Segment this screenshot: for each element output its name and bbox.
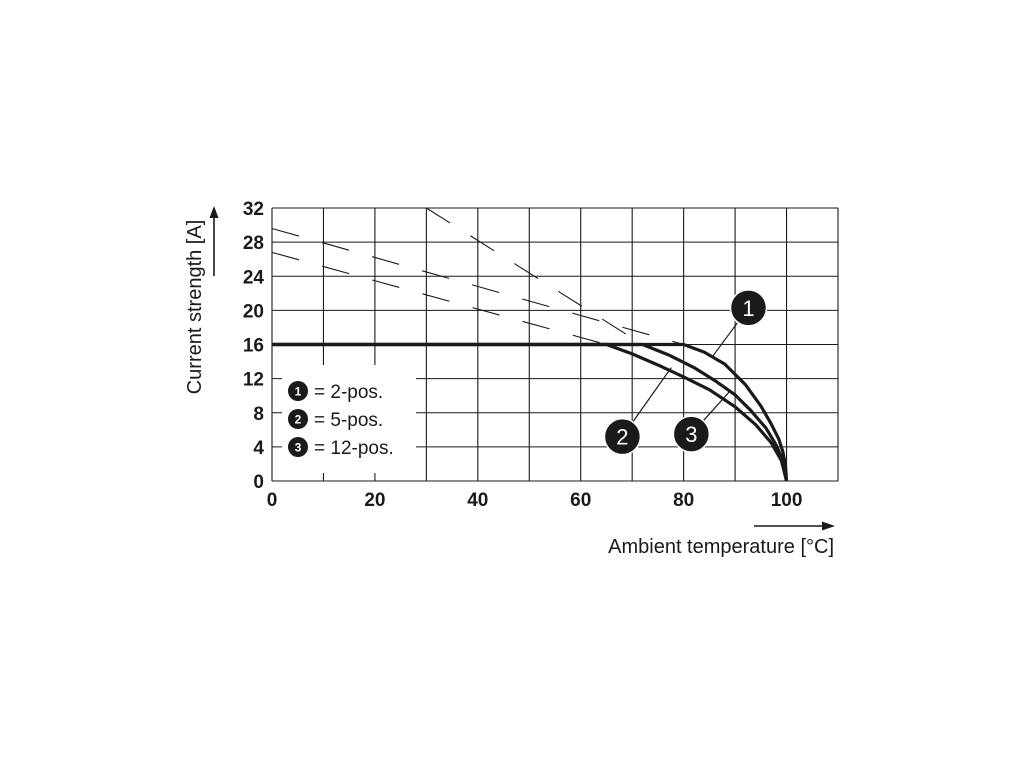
callouts: 1 2 3 — [603, 289, 768, 456]
y-tick-label: 12 — [243, 370, 264, 391]
callout-1-marker — [729, 289, 768, 327]
callout-1-leader — [711, 321, 739, 358]
legend-marker-label: 3 — [295, 441, 302, 455]
callout-3-marker — [672, 415, 711, 453]
series — [272, 342, 789, 482]
legend-marker-3 — [288, 437, 308, 457]
x-axis-arrow — [754, 521, 835, 531]
series-2-extrapolation — [271, 251, 607, 346]
legend-marker-2 — [288, 409, 308, 429]
y-tick-label: 16 — [243, 336, 264, 357]
legend-item-label: = 5-pos. — [314, 410, 383, 431]
series-1-extrapolation — [271, 227, 684, 346]
x-axis-title: Ambient temperature [°C] — [608, 536, 834, 558]
legend-marker-1 — [288, 381, 308, 401]
series-1-line — [272, 342, 789, 482]
x-tick-label: 60 — [570, 490, 591, 511]
x-tick-label: 0 — [267, 490, 278, 511]
legend-marker-label: 1 — [295, 385, 302, 399]
y-tick-label: 32 — [243, 199, 264, 220]
y-tick-label: 20 — [243, 301, 264, 322]
extrapolation-dashes — [271, 207, 684, 346]
y-tick-label: 4 — [253, 438, 264, 459]
x-tick-label: 100 — [771, 490, 803, 511]
legend-item-label: = 12-pos. — [314, 438, 394, 459]
y-tick-label: 24 — [243, 267, 265, 288]
legend-item-label: = 2-pos. — [314, 382, 383, 403]
y-tick-label: 8 — [253, 404, 264, 425]
callout-1-label: 1 — [742, 296, 754, 321]
y-axis-title: Current strength [A] — [184, 220, 206, 395]
series-2-line — [272, 342, 789, 482]
callout-2-label: 2 — [616, 425, 628, 450]
series-3-extrapolation — [426, 207, 643, 345]
x-tick-label: 20 — [364, 490, 385, 511]
legend-marker-label: 2 — [295, 413, 302, 427]
legend: 1 = 2-pos. 2 = 5-pos. 3 = 12-pos. — [282, 365, 416, 473]
callout-3-label: 3 — [685, 422, 697, 447]
callout-2-leader — [632, 367, 672, 423]
y-tick-label: 0 — [253, 472, 264, 493]
x-tick-label: 80 — [673, 490, 694, 511]
series-3-line — [272, 342, 789, 482]
x-tick-label: 40 — [467, 490, 488, 511]
callout-3-leader — [702, 391, 730, 422]
y-axis-arrow — [209, 206, 219, 276]
callout-2-marker — [603, 417, 642, 456]
y-tick-label: 28 — [243, 233, 264, 254]
